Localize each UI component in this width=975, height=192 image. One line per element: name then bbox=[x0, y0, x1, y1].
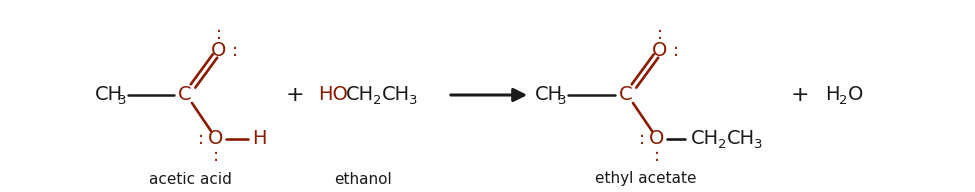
Text: CH: CH bbox=[727, 128, 755, 147]
Text: H: H bbox=[825, 84, 839, 103]
Text: acetic acid: acetic acid bbox=[148, 171, 231, 186]
Text: O: O bbox=[209, 129, 223, 148]
Text: CH: CH bbox=[382, 84, 410, 103]
Text: ethanol: ethanol bbox=[334, 171, 392, 186]
Text: :: : bbox=[215, 25, 222, 43]
Text: CH: CH bbox=[535, 84, 564, 103]
Text: :: : bbox=[198, 130, 204, 148]
Text: O: O bbox=[652, 41, 668, 60]
Text: :: : bbox=[232, 42, 238, 60]
Text: O: O bbox=[848, 84, 864, 103]
Text: +: + bbox=[286, 85, 304, 105]
Text: 3: 3 bbox=[558, 94, 566, 107]
Text: CH: CH bbox=[346, 84, 374, 103]
Text: ethyl acetate: ethyl acetate bbox=[596, 171, 697, 186]
Text: :: : bbox=[654, 147, 660, 165]
Text: :: : bbox=[673, 42, 679, 60]
Text: 3: 3 bbox=[118, 94, 127, 107]
Text: 3: 3 bbox=[409, 94, 417, 107]
Text: O: O bbox=[649, 129, 665, 148]
Text: CH: CH bbox=[691, 128, 720, 147]
Text: +: + bbox=[791, 85, 809, 105]
Text: :: : bbox=[657, 25, 663, 43]
Text: :: : bbox=[213, 147, 219, 165]
Text: 3: 3 bbox=[754, 137, 762, 151]
Text: 2: 2 bbox=[839, 94, 847, 107]
Text: CH: CH bbox=[95, 84, 123, 103]
Text: 2: 2 bbox=[718, 137, 726, 151]
Text: HO: HO bbox=[318, 84, 348, 103]
Text: 2: 2 bbox=[373, 94, 381, 107]
Text: H: H bbox=[252, 129, 266, 148]
Text: C: C bbox=[178, 85, 192, 104]
Text: O: O bbox=[212, 41, 226, 60]
Text: :: : bbox=[639, 130, 645, 148]
Text: C: C bbox=[619, 85, 633, 104]
